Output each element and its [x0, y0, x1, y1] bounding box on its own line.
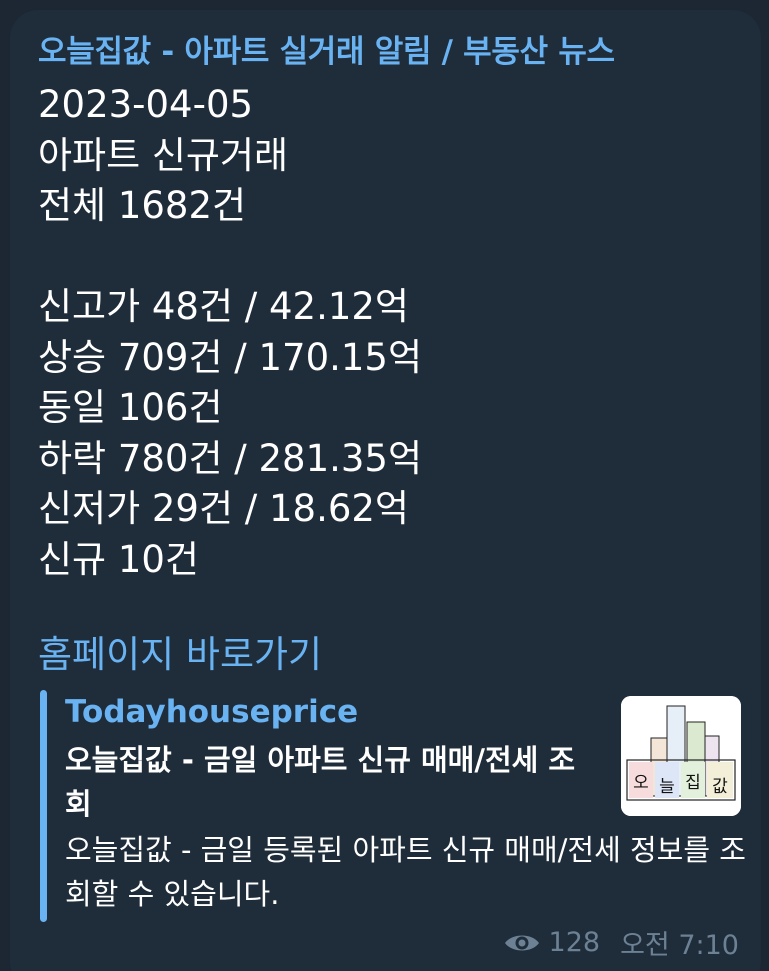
message-line-total: 전체 1682건	[38, 184, 247, 227]
eye-icon	[504, 935, 539, 950]
thumb-char-1: 오	[633, 773, 649, 793]
thumb-char-2: 늘	[659, 777, 675, 797]
message-line-same: 동일 106건	[38, 386, 223, 429]
link-preview[interactable]: Todayhouseprice 오늘집값 - 금일 아파트 신규 매매/전세 조…	[40, 690, 746, 922]
homepage-link[interactable]: 홈페이지 바로가기	[38, 633, 323, 676]
message-line-new: 신규 10건	[38, 537, 199, 581]
preview-accent-bar	[40, 690, 47, 922]
message-line-heading: 아파트 신규거래	[38, 133, 289, 177]
preview-title: 오늘집값 - 금일 아파트 신규 매매/전세 조회	[65, 743, 576, 821]
message-text: 2023-04-05 아파트 신규거래 전체 1682건 신고가 48건 / 4…	[38, 80, 422, 585]
thumb-char-3: 집	[685, 773, 701, 793]
message-line-new-low: 신저가 29건 / 18.62억	[38, 487, 409, 530]
building-logo-icon: 오 늘 집 값	[621, 696, 741, 816]
thumb-char-4: 값	[712, 777, 728, 797]
message-line-fall: 하락 780건 / 281.35억	[38, 436, 422, 480]
channel-name[interactable]: 오늘집값 - 아파트 실거래 알림 / 부동산 뉴스	[38, 34, 615, 70]
message-line-blank	[38, 232, 422, 283]
view-count: 128	[548, 927, 601, 958]
message-meta: 128 오전 7:10	[503, 923, 739, 962]
message-line-rise: 상승 709건 / 170.15억	[38, 335, 422, 379]
message-time: 오전 7:10	[620, 930, 739, 961]
message-line-new-high: 신고가 48건 / 42.12억	[38, 285, 409, 328]
message-line-date: 2023-04-05	[38, 83, 254, 126]
preview-description: 오늘집값 - 금일 등록된 아파트 신규 매매/전세 정보를 조회할 수 있습니…	[65, 833, 746, 911]
preview-site-name: Todayhouseprice	[65, 694, 359, 730]
preview-thumbnail[interactable]: 오 늘 집 값	[621, 696, 741, 816]
